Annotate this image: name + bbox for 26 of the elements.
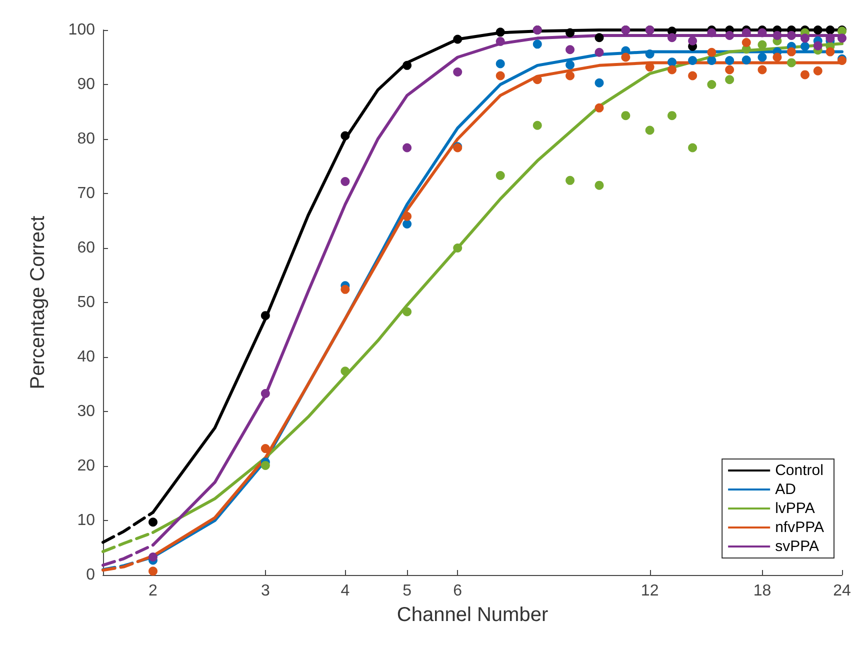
y-tick-label: 100 (68, 22, 96, 38)
x-tick-label: 18 (753, 582, 772, 600)
x-tick-label: 2 (148, 582, 158, 600)
y-tick-label: 80 (77, 130, 96, 148)
y-tick-label: 60 (77, 240, 96, 256)
x-tick-label: 5 (402, 582, 412, 600)
y-tick-label: 0 (86, 566, 96, 584)
x-tick-label: 24 (833, 582, 851, 600)
y-tick-label: 50 (77, 294, 96, 311)
y-tick-label: 40 (77, 348, 96, 366)
x-axis-title: Channel Number (396, 604, 548, 626)
y-tick-label: 10 (77, 512, 96, 529)
x-tick-label: 3 (260, 582, 270, 600)
legend-label: svPPA (775, 538, 819, 555)
legend-label: AD (775, 481, 796, 498)
x-tick-label: 4 (340, 582, 350, 600)
y-axis-title: Percentage Correct (27, 215, 49, 390)
y-tick-label: 70 (77, 185, 96, 202)
y-tick-label: 30 (77, 403, 96, 420)
legend-label: Control (775, 462, 824, 479)
legend-label: lvPPA (775, 500, 815, 517)
x-tick-label: 6 (453, 582, 462, 600)
legend-label: nfvPPA (775, 519, 824, 536)
x-tick-label: 12 (640, 582, 659, 600)
y-tick-label: 90 (77, 76, 96, 93)
y-tick-label: 20 (77, 458, 96, 474)
